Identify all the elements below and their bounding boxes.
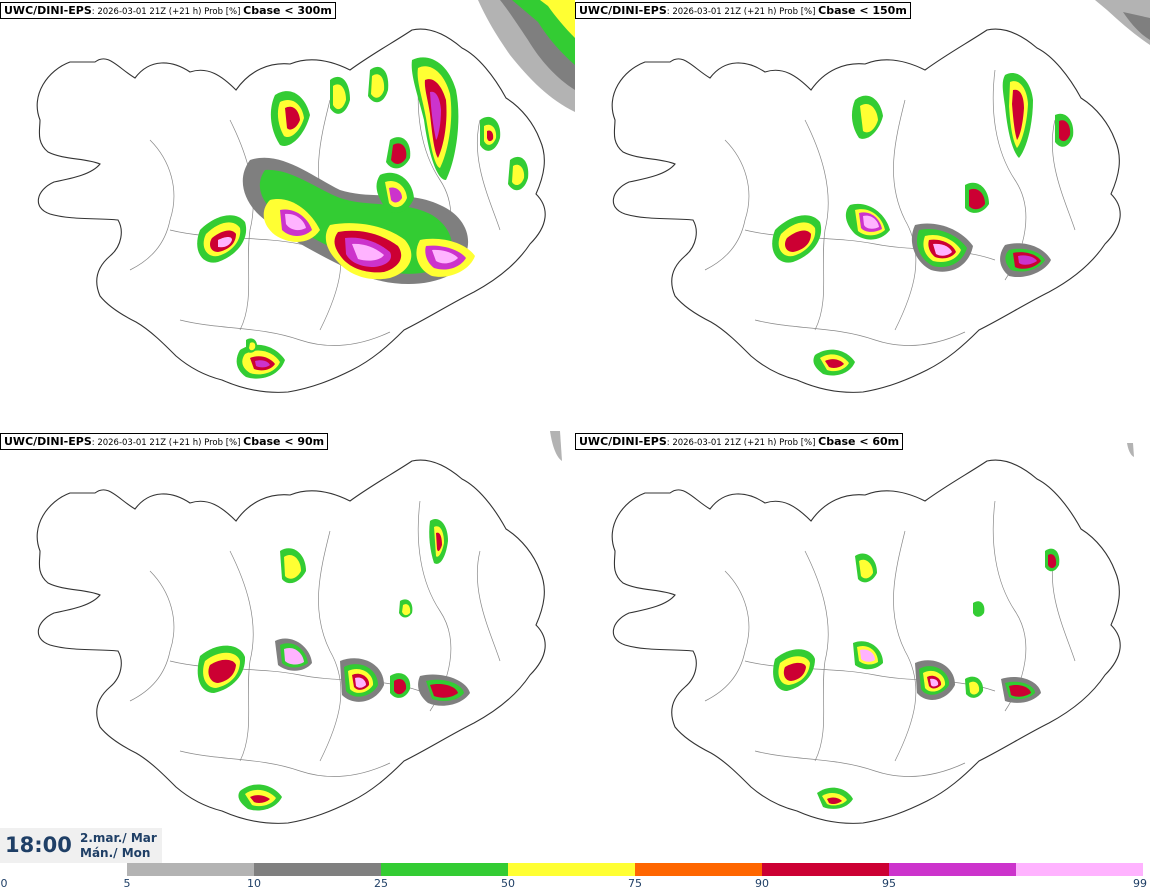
legend-swatch (635, 863, 762, 876)
variable-label: Cbase < 300m (243, 4, 332, 17)
legend-tick-label: 5 (123, 877, 131, 890)
map-panel-90m: UWC/DINI-EPS: 2026-03-01 21Z (+21 h) Pro… (0, 431, 575, 861)
run-info: : 2026-03-01 21Z (+21 h) Prob [%] (91, 438, 244, 448)
legend-tick-label: 0 (0, 877, 8, 890)
probability-field (197, 0, 575, 379)
map-panel-150m: UWC/DINI-EPS: 2026-03-01 21Z (+21 h) Pro… (575, 0, 1150, 430)
legend-tick-label: 95 (882, 877, 896, 890)
variable-label: Cbase < 90m (243, 435, 325, 448)
panel-title: UWC/DINI-EPS: 2026-03-01 21Z (+21 h) Pro… (575, 2, 911, 19)
source-label: UWC/DINI-EPS (579, 435, 667, 448)
map-panel-60m: UWC/DINI-EPS: 2026-03-01 21Z (+21 h) Pro… (575, 431, 1150, 861)
probability-field (772, 0, 1150, 376)
legend-swatch (762, 863, 889, 876)
sea-prob-zone (540, 0, 575, 38)
legend-swatch (0, 863, 127, 876)
land-outline (611, 459, 1121, 824)
source-label: UWC/DINI-EPS (4, 4, 92, 17)
source-label: UWC/DINI-EPS (579, 4, 667, 17)
panel-title: UWC/DINI-EPS: 2026-03-01 21Z (+21 h) Pro… (0, 2, 336, 19)
day-line: Mán./ Mon (80, 846, 151, 860)
map-svg (611, 443, 1134, 824)
panel-title: UWC/DINI-EPS: 2026-03-01 21Z (+21 h) Pro… (575, 433, 904, 450)
run-info: : 2026-03-01 21Z (+21 h) Prob [%] (666, 438, 819, 448)
legend-swatch (254, 863, 381, 876)
panel-title: UWC/DINI-EPS: 2026-03-01 21Z (+21 h) Pro… (0, 433, 329, 450)
source-label: UWC/DINI-EPS (4, 435, 92, 448)
legend-swatch (508, 863, 635, 876)
run-info: : 2026-03-01 21Z (+21 h) Prob [%] (666, 7, 819, 17)
map-panel-300m: UWC/DINI-EPS: 2026-03-01 21Z (+21 h) Pro… (0, 0, 575, 430)
valid-date: 2.mar./ Mar Mán./ Mon (80, 831, 157, 861)
legend-tick-label: 25 (374, 877, 388, 890)
legend-swatch (127, 863, 254, 876)
legend-tick-label: 10 (247, 877, 261, 890)
probability-field (773, 443, 1134, 809)
variable-label: Cbase < 60m (818, 435, 900, 448)
map-svg (36, 0, 575, 393)
probability-field (197, 431, 562, 811)
date-line: 2.mar./ Mar (80, 831, 157, 845)
sea-prob-zone (1095, 0, 1150, 45)
legend-swatch (1016, 863, 1143, 876)
legend-swatch (889, 863, 1016, 876)
sea-prob-zone (550, 431, 562, 461)
map-svg (36, 431, 562, 824)
sea-prob-zone (1123, 12, 1150, 40)
valid-time-box: 18:00 2.mar./ Mar Mán./ Mon (0, 828, 162, 864)
map-svg (611, 0, 1150, 393)
legend-tick-label: 75 (628, 877, 642, 890)
legend-tick-label: 50 (501, 877, 515, 890)
sea-prob-zone (1127, 443, 1134, 457)
legend-swatch (381, 863, 508, 876)
run-info: : 2026-03-01 21Z (+21 h) Prob [%] (91, 7, 244, 17)
legend-tick-label: 99 (1133, 877, 1147, 890)
variable-label: Cbase < 150m (818, 4, 907, 17)
valid-time: 18:00 (5, 833, 72, 857)
legend-tick-label: 90 (755, 877, 769, 890)
color-legend: 0 5 10 25 50 75 90 95 99 (0, 863, 1150, 891)
